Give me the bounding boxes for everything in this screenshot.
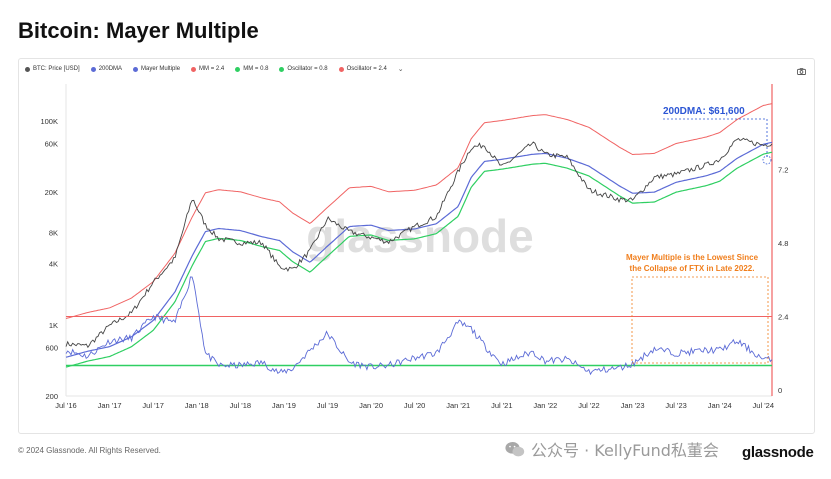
legend-item[interactable]: Oscillator = 2.4 (338, 66, 387, 72)
wechat-watermark: 公众号 · KellyFund私董会 (505, 437, 719, 461)
footer-copyright: © 2024 Glassnode. All Rights Reserved. (18, 446, 161, 455)
x-tick-label: Jan '17 (98, 401, 122, 410)
y-left-tick-label: 20K (45, 188, 58, 197)
chart-watermark: glassnode (306, 210, 534, 262)
legend-swatch (133, 66, 139, 72)
legend-label: Oscillator = 0.8 (287, 66, 328, 72)
y-right-tick-label: 0 (778, 386, 782, 395)
chart-card: BTC: Price [USD] 200DMA Mayer Multiple MM =… (18, 58, 815, 434)
x-tick-label: Jan '20 (359, 401, 383, 410)
x-tick-label: Jan '19 (272, 401, 296, 410)
y-left-tick-label: 200 (45, 392, 58, 401)
wechat-icon (505, 441, 525, 456)
legend-swatch (25, 66, 30, 72)
y-left-tick-label: 8K (49, 229, 58, 238)
dma-200-line (65, 141, 773, 358)
legend-swatch (338, 66, 344, 72)
x-tick-label: Jul '19 (317, 401, 338, 410)
legend-item[interactable]: 200DMA (90, 66, 123, 72)
mm-0-8-band-line (65, 151, 773, 368)
dma-annotation: 200DMA: $61,600 (663, 106, 745, 117)
legend-label: Mayer Multiple (141, 66, 181, 72)
x-tick-label: Jul '20 (404, 401, 425, 410)
camera-icon[interactable] (797, 68, 806, 75)
legend-label: MM = 0.8 (243, 66, 269, 72)
legend-item[interactable]: Mayer Multiple (133, 66, 180, 72)
x-tick-label: Jul '23 (665, 401, 686, 410)
x-tick-label: Jul '18 (230, 401, 251, 410)
y-right-tick-label: 4.8 (778, 239, 788, 248)
x-tick-label: Jul '21 (491, 401, 512, 410)
x-tick-label: Jan '18 (185, 401, 209, 410)
y-left-tick-label: 60K (45, 140, 58, 149)
ftx-annotation-line-2: the Collapse of FTX in Late 2022. (630, 264, 755, 273)
legend-swatch (235, 66, 241, 72)
ftx-annotation-line-1: Mayer Multiple is the Lowest Since (626, 253, 759, 262)
x-tick-label: Jan '22 (533, 401, 557, 410)
x-tick-label: Jul '17 (142, 401, 163, 410)
y-left-tick-label: 600 (45, 343, 58, 352)
y-left-tick-label: 1K (49, 321, 58, 330)
btc-price-line (65, 137, 773, 349)
ftx-highlight-box (631, 276, 769, 364)
legend-swatch (90, 66, 96, 72)
x-tick-label: Jan '24 (708, 401, 732, 410)
legend-swatch (191, 66, 197, 72)
legend-item[interactable]: MM = 2.4 (191, 66, 224, 72)
legend: BTC: Price [USD] 200DMA Mayer Multiple MM =… (25, 65, 404, 73)
legend-label: 200DMA (98, 66, 123, 72)
y-right-tick-label: 7.2 (778, 166, 788, 175)
wechat-label: 公众号 · KellyFund私董会 (531, 441, 719, 460)
page-title: Bitcoin: Mayer Multiple (18, 18, 259, 43)
legend-item[interactable]: BTC: Price [USD] (25, 66, 80, 72)
x-tick-label: Jan '23 (621, 401, 645, 410)
mayer-multiple-line (65, 276, 773, 376)
dma-callout-marker (762, 155, 772, 165)
x-tick-label: Jul '16 (55, 401, 76, 410)
y-left-tick-label: 4K (49, 259, 58, 268)
y-left-tick-label: 100K (40, 117, 58, 126)
legend-label: BTC: Price [USD] (33, 66, 80, 72)
legend-item[interactable]: MM = 0.8 (235, 66, 268, 72)
x-tick-label: Jul '22 (578, 401, 599, 410)
mm-2-4-band-line (65, 103, 773, 319)
x-tick-label: Jan '21 (446, 401, 470, 410)
legend-item[interactable]: Oscillator = 0.8 (279, 66, 328, 72)
legend-label: MM = 2.4 (199, 66, 225, 72)
y-right-tick-label: 2.4 (778, 313, 788, 322)
legend-more-chevron-icon[interactable]: ⌄ (397, 66, 404, 73)
x-tick-label: Jul '24 (753, 401, 774, 410)
legend-label: Oscillator = 2.4 (346, 66, 387, 72)
brand-logo: glassnode (742, 444, 814, 461)
legend-swatch (279, 66, 285, 72)
